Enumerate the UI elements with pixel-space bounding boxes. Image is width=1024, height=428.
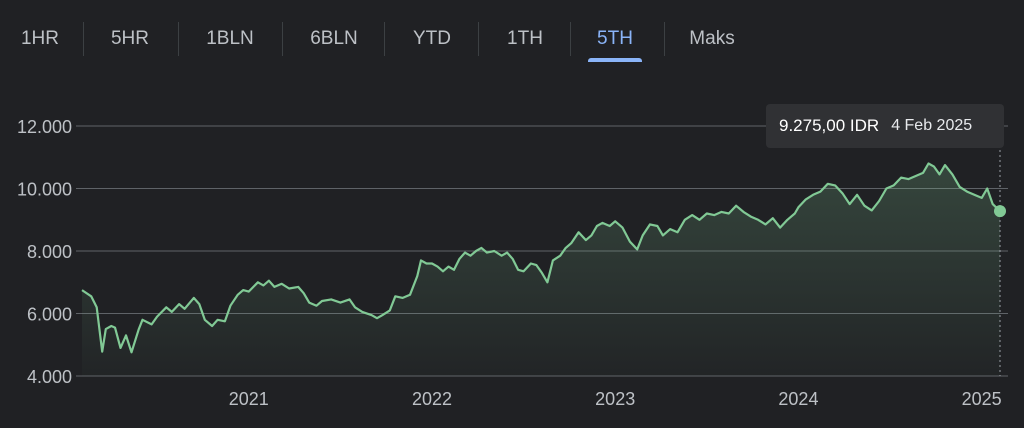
y-tick-label: 4.000 [27, 367, 72, 387]
tab-label: 5TH [597, 28, 633, 49]
x-tick-label: 2025 [962, 389, 1002, 409]
price-area-fill [82, 163, 1000, 376]
hover-point [994, 205, 1006, 218]
tab-label: 6BLN [310, 28, 358, 49]
active-tab-indicator [588, 58, 642, 62]
y-tick-label: 6.000 [27, 305, 72, 325]
tab-1bln[interactable]: 1BLN [200, 20, 260, 64]
price-tooltip: 9.275,00 IDR 4 Feb 2025 [766, 104, 1004, 148]
x-tick-label: 2023 [595, 389, 635, 409]
tab-divider [664, 22, 665, 56]
tab-divider [570, 22, 571, 56]
tab-label: 1TH [507, 28, 543, 49]
y-tick-label: 8.000 [27, 242, 72, 262]
y-tick-label: 12.000 [17, 117, 72, 137]
tab-label: 1HR [20, 28, 59, 49]
x-tick-label: 2024 [778, 389, 818, 409]
tooltip-price: 9.275,00 IDR [779, 116, 880, 135]
tab-divider [384, 22, 385, 56]
tab-divider [178, 22, 179, 56]
y-tick-label: 10.000 [17, 180, 72, 200]
x-tick-label: 2022 [412, 389, 452, 409]
tab-label: Maks [689, 28, 735, 49]
x-tick-label: 2021 [229, 389, 269, 409]
tab-6bln[interactable]: 6BLN [304, 20, 364, 64]
tab-label: 1BLN [206, 28, 254, 49]
tab-divider [282, 22, 283, 56]
time-range-tabs: 1HR 5HR 1BLN 6BLN YTD 1TH 5TH Maks [0, 0, 1024, 64]
tab-1th[interactable]: 1TH [500, 20, 550, 64]
tab-5hr[interactable]: 5HR [106, 20, 154, 64]
tab-ytd[interactable]: YTD [406, 20, 458, 64]
tab-divider [478, 22, 479, 56]
tab-maks[interactable]: Maks [684, 20, 740, 64]
price-line [81, 162, 1001, 354]
tab-label: 5HR [110, 28, 149, 49]
tooltip-date: 4 Feb 2025 [891, 117, 973, 134]
tab-1hr[interactable]: 1HR [16, 20, 64, 64]
tab-divider [83, 22, 84, 56]
tab-5th[interactable]: 5TH [588, 20, 642, 64]
tab-label: YTD [413, 28, 451, 49]
